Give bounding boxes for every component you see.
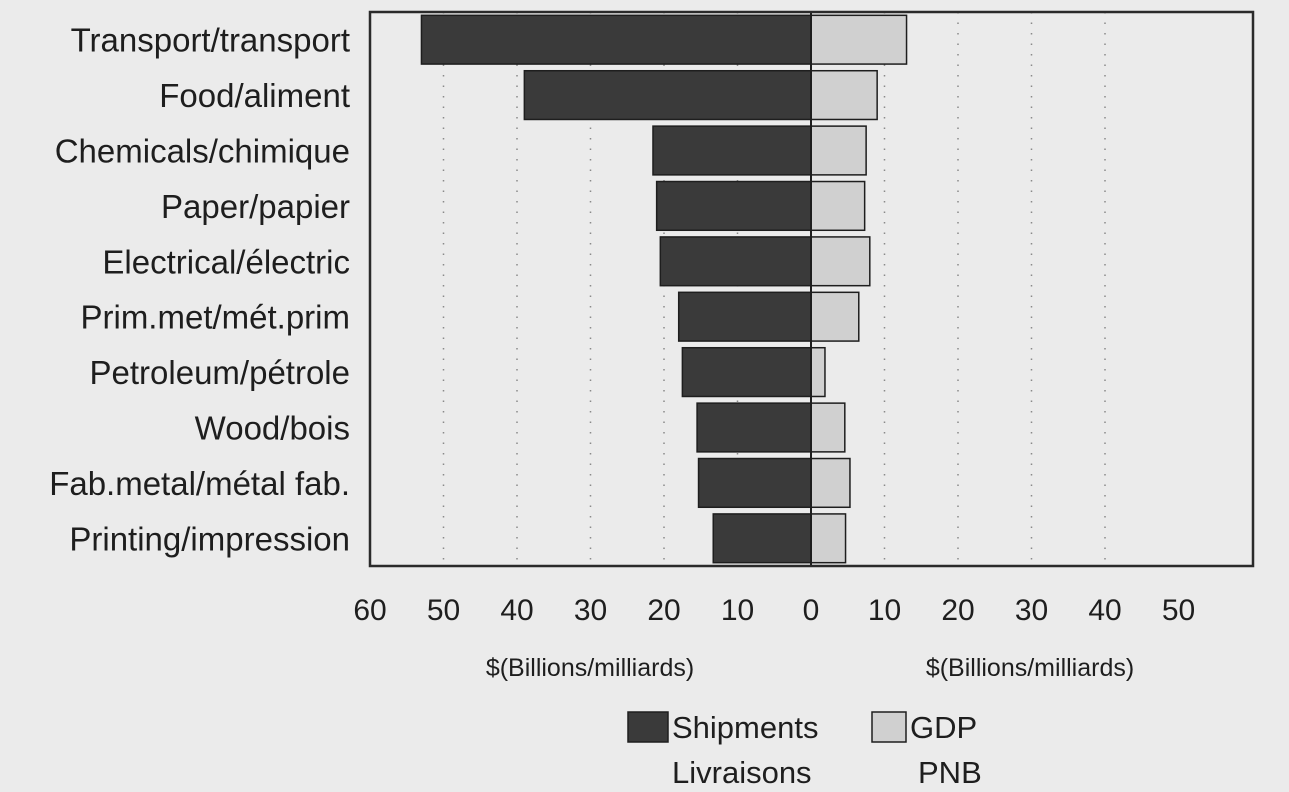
gdp-bar: [810, 513, 847, 564]
tick-label: 10: [868, 594, 901, 627]
category-label: Chemicals/chimique: [55, 133, 350, 170]
category-label: Paper/papier: [161, 188, 350, 225]
category-label: Electrical/électric: [102, 243, 350, 280]
legend-swatch-gdp: [871, 711, 907, 743]
tick-label: 10: [721, 594, 754, 627]
tick-label: 0: [803, 594, 820, 627]
shipments-bar: [677, 291, 812, 342]
tick-label: 40: [500, 594, 533, 627]
gdp-bar: [810, 402, 846, 453]
gdp-bar: [810, 457, 851, 509]
shipments-bars: [420, 14, 812, 564]
shipments-bar: [655, 180, 812, 232]
shipments-bar: [697, 457, 812, 509]
legend-label-shipments: Shipments: [672, 710, 818, 745]
category-label: Prim.met/mét.prim: [80, 299, 350, 336]
category-label: Printing/impression: [69, 520, 350, 557]
gdp-bar: [810, 180, 866, 232]
shipments-bar: [681, 346, 812, 398]
gdp-bar: [810, 69, 878, 121]
shipments-bar: [523, 69, 812, 121]
legend-swatch-shipments: [627, 711, 669, 743]
plot-frame: [368, 10, 1255, 568]
tick-label: 50: [1162, 594, 1195, 627]
shipments-bar: [712, 513, 812, 564]
shipments-bar: [659, 236, 812, 287]
category-label: Food/aliment: [159, 77, 350, 114]
legend: Shipments Livraisons GDP PNB: [627, 710, 982, 790]
gdp-bar: [810, 125, 867, 176]
category-labels: Transport/transport Food/aliment Chemicals…: [49, 22, 350, 558]
gdp-bar: [810, 346, 826, 398]
gdp-bars: [810, 12, 908, 566]
gdp-bar: [810, 236, 871, 287]
category-label: Transport/transport: [71, 22, 350, 59]
x-tick-labels: 60 50 40 30 20 10 0 10 20 30 40 50: [353, 594, 1195, 627]
tick-label: 20: [941, 594, 974, 627]
tick-label: 20: [647, 594, 680, 627]
shipments-bar: [696, 402, 812, 453]
category-label: Fab.metal/métal fab.: [49, 465, 350, 502]
tick-label: 40: [1088, 594, 1121, 627]
legend-label-shipments-fr: Livraisons: [672, 755, 812, 790]
left-axis-label: $(Billions/milliards): [486, 654, 694, 682]
tick-label: 30: [1015, 594, 1048, 627]
gdp-bar: [810, 291, 860, 342]
legend-label-gdp: GDP: [910, 710, 977, 745]
tick-label: 60: [353, 594, 386, 627]
legend-label-gdp-fr: PNB: [918, 755, 982, 790]
shipments-bar: [652, 125, 812, 176]
tick-label: 30: [574, 594, 607, 627]
tick-label: 50: [427, 594, 460, 627]
category-label: Wood/bois: [195, 410, 350, 447]
right-axis-label: $(Billions/milliards): [926, 654, 1134, 682]
category-label: Petroleum/pétrole: [90, 354, 350, 391]
shipments-bar: [420, 14, 812, 65]
gdp-bar: [810, 14, 908, 65]
